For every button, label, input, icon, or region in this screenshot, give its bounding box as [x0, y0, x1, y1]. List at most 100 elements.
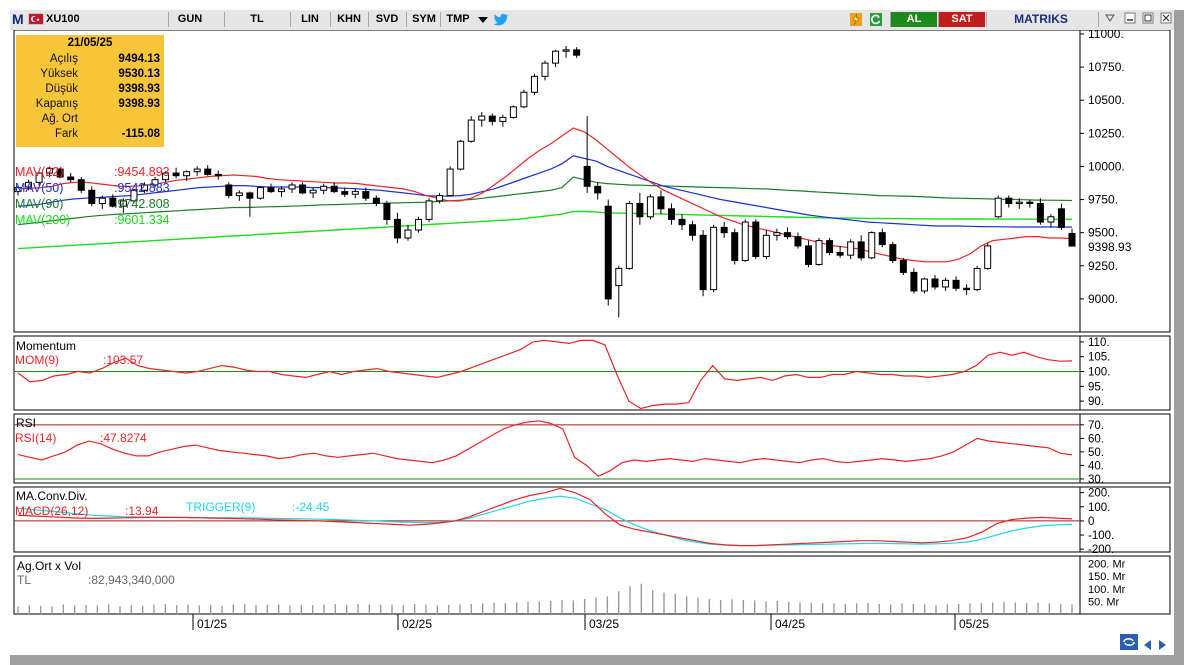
- candle-body: [520, 91, 528, 108]
- main-y-tick-label: 10750.: [1088, 60, 1125, 74]
- candle-body: [278, 188, 285, 193]
- candle-body: [573, 49, 581, 56]
- buy-button[interactable]: AL: [890, 12, 937, 27]
- refresh-icon[interactable]: [868, 12, 884, 27]
- candle-body: [942, 279, 950, 288]
- candle-body: [393, 218, 401, 239]
- tmp-button[interactable]: TMP: [440, 12, 475, 27]
- x-axis: 01/25 02/25 03/25 04/25 05/25: [192, 614, 989, 630]
- candle-body: [741, 221, 749, 261]
- sell-button[interactable]: SAT: [938, 12, 985, 27]
- candle-body: [815, 240, 823, 265]
- candle-body: [1047, 216, 1055, 223]
- panel-frame-macd: [13, 486, 1171, 553]
- volume-bars: [17, 583, 1073, 614]
- candle-body: [404, 229, 412, 239]
- rsi-y-tick-label: 30.: [1088, 474, 1104, 486]
- legends: MAV(22):9454.893 MAV(50):9542.883 MAV(90):…: [15, 165, 330, 587]
- khn-button[interactable]: KHN: [330, 12, 367, 27]
- sym-button[interactable]: SYM: [406, 12, 441, 27]
- candle-body: [541, 62, 549, 77]
- scroll-sync-icon[interactable]: [1120, 634, 1138, 650]
- macd-y-tick-label: -200.: [1088, 544, 1114, 556]
- candle-body: [509, 106, 517, 118]
- candle-body: [836, 252, 844, 256]
- candle-body: [362, 191, 370, 199]
- close-icon[interactable]: [1158, 12, 1174, 27]
- symbol-flag-icon[interactable]: [28, 12, 44, 27]
- twitter-icon[interactable]: [492, 12, 510, 27]
- moving-average-lines: [17, 127, 1073, 263]
- main-y-tick-label: 10250.: [1088, 126, 1125, 140]
- dropdown-arrow-icon[interactable]: [476, 12, 490, 27]
- rsi-line: [17, 420, 1073, 477]
- candle-body: [77, 179, 85, 191]
- legend-mav-value: :9742.808: [114, 197, 170, 211]
- candle-body: [140, 184, 148, 191]
- candle-body: [225, 184, 233, 197]
- rsi-y-tick-label: 50.: [1088, 447, 1104, 459]
- maximize-icon[interactable]: [1140, 12, 1156, 27]
- legend-mav-name: MAV(90): [15, 197, 63, 211]
- candle-body: [214, 173, 222, 177]
- candle-body: [646, 196, 654, 218]
- linear-scale-button[interactable]: LIN: [290, 12, 329, 27]
- volume-title: Ag.Ort x Vol: [17, 559, 81, 573]
- candle-body: [878, 232, 886, 246]
- candle-body: [667, 208, 675, 220]
- candle-body: [783, 232, 791, 238]
- candle-body: [594, 185, 602, 194]
- momentum-y-tick-label: 100.: [1088, 367, 1110, 379]
- info-row-change: Fark -115.08: [55, 128, 160, 140]
- x-tick-label: 01/25: [197, 617, 227, 630]
- currency-button[interactable]: TL: [224, 12, 289, 27]
- candle-body: [67, 176, 75, 181]
- candle-body: [604, 205, 612, 300]
- legend-mav-value: :9542.883: [114, 181, 170, 195]
- candle-body: [552, 50, 560, 64]
- rsi-y-tick-label: 60.: [1088, 433, 1104, 445]
- rsi-title: RSI: [16, 416, 36, 430]
- candle-body: [1057, 208, 1065, 228]
- candle-body: [847, 241, 855, 256]
- lightning-icon[interactable]: [848, 12, 864, 27]
- menu-dropdown-icon[interactable]: [1098, 12, 1121, 27]
- candle-body: [436, 195, 444, 202]
- period-button[interactable]: GUN: [168, 12, 211, 27]
- candle-body: [14, 187, 22, 193]
- candle-body: [183, 171, 191, 177]
- candle-body: [193, 168, 201, 173]
- window-shadow-bottom: [10, 655, 1184, 665]
- candle-body: [625, 203, 633, 269]
- legend-mav-name: MAV(50): [15, 181, 63, 195]
- window-shadow-right: [1174, 10, 1184, 665]
- scroll-left-icon[interactable]: [1142, 636, 1154, 650]
- volume-y-tick-label: 200. Mr: [1088, 559, 1126, 571]
- info-date: 21/05/25: [67, 37, 113, 49]
- momentum-y-tick-label: 110.: [1088, 337, 1110, 349]
- candle-body: [1026, 201, 1034, 205]
- candle-body: [973, 267, 981, 291]
- candle-body: [826, 240, 834, 254]
- brand-label: MATRIKS: [986, 12, 1095, 27]
- candle-body: [341, 191, 349, 195]
- candlestick-series: [14, 45, 1076, 318]
- scroll-right-icon[interactable]: [1156, 636, 1168, 650]
- candle-body: [488, 115, 496, 122]
- symbol-name[interactable]: XU100: [46, 13, 80, 25]
- panel-frame-rsi: [13, 413, 1171, 484]
- trigger-legend-name: TRIGGER(9): [186, 500, 255, 514]
- volume-y-tick-label: 150. Mr: [1088, 571, 1126, 583]
- volume-legend-value: :82,943,340,000: [88, 573, 175, 587]
- candle-body: [425, 200, 433, 220]
- candle-body: [583, 165, 591, 187]
- candle-body: [794, 236, 802, 247]
- momentum-y-tick-label: 90.: [1088, 396, 1104, 408]
- candle-body: [857, 241, 865, 259]
- candle-body: [636, 203, 644, 218]
- svd-button[interactable]: SVD: [368, 12, 405, 27]
- minimize-icon[interactable]: [1122, 12, 1138, 27]
- candle-body: [657, 196, 665, 210]
- candle-body: [172, 172, 180, 177]
